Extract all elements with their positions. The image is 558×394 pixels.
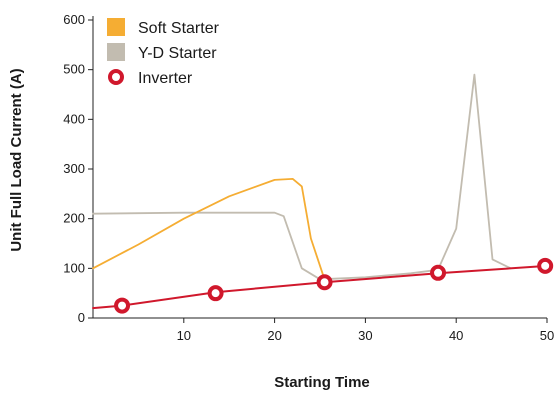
legend: Soft Starter Y-D Starter Inverter bbox=[107, 18, 220, 87]
legend-label-y-d-starter: Y-D Starter bbox=[138, 45, 217, 62]
y-tick-label: 100 bbox=[63, 260, 85, 275]
y-tick-label: 600 bbox=[63, 12, 85, 27]
series-line-y-d-starter bbox=[92, 73, 512, 281]
legend-label-inverter: Inverter bbox=[138, 70, 193, 87]
x-ticks: 10 20 30 40 50 bbox=[177, 318, 554, 343]
y-ticks: 0 100 200 300 400 500 600 bbox=[63, 12, 93, 325]
x-tick-label: 20 bbox=[267, 328, 281, 343]
legend-label-soft-starter: Soft Starter bbox=[138, 20, 220, 37]
inverter-data-point bbox=[114, 297, 131, 314]
x-tick-label: 40 bbox=[449, 328, 463, 343]
series-layer bbox=[92, 73, 548, 310]
inverter-data-point bbox=[207, 285, 224, 302]
marker-layer bbox=[114, 257, 554, 314]
inverter-data-point bbox=[537, 257, 554, 274]
legend-swatch-soft-starter bbox=[107, 18, 125, 36]
y-tick-label: 0 bbox=[78, 310, 85, 325]
y-tick-label: 500 bbox=[63, 62, 85, 77]
y-tick-label: 200 bbox=[63, 211, 85, 226]
y-axis-title: Unit Full Load Current (A) bbox=[8, 68, 25, 251]
y-tick-label: 300 bbox=[63, 161, 85, 176]
series-line-soft-starter bbox=[92, 177, 326, 281]
x-tick-label: 30 bbox=[358, 328, 372, 343]
y-tick-label: 400 bbox=[63, 111, 85, 126]
x-tick-label: 50 bbox=[540, 328, 554, 343]
x-axis-title: Starting Time bbox=[274, 374, 370, 391]
legend-swatch-y-d-starter bbox=[107, 43, 125, 61]
inverter-data-point bbox=[316, 274, 333, 291]
legend-swatch-inverter bbox=[108, 69, 124, 85]
inverter-data-point bbox=[430, 264, 447, 281]
x-tick-label: 10 bbox=[177, 328, 191, 343]
